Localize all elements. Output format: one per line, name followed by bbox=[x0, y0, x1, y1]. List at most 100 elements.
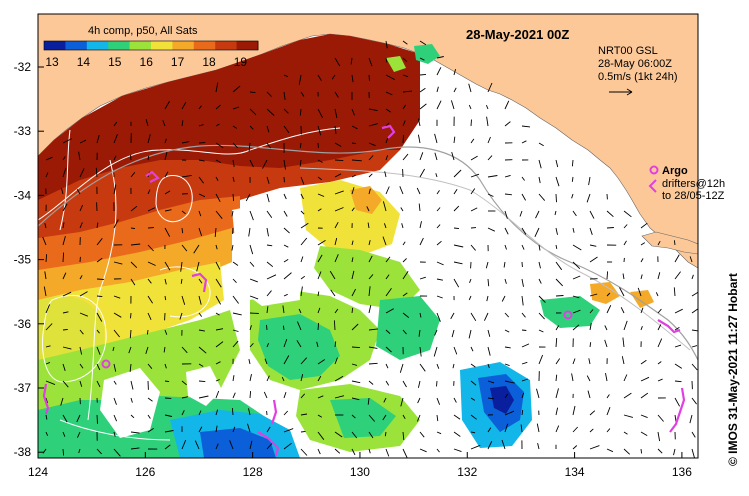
current-arrow bbox=[299, 159, 302, 167]
current-arrow bbox=[588, 176, 591, 186]
current-arrow bbox=[214, 227, 217, 237]
current-arrow bbox=[521, 278, 524, 287]
current-arrow bbox=[487, 329, 491, 337]
current-arrow bbox=[504, 410, 515, 416]
current-arrow bbox=[283, 210, 288, 217]
current-arrow bbox=[435, 173, 438, 178]
current-arrow bbox=[351, 431, 358, 439]
current-arrow bbox=[334, 341, 337, 348]
model-time: 28-May 06:00Z bbox=[598, 58, 672, 70]
current-arrow bbox=[334, 254, 339, 263]
current-arrow bbox=[368, 188, 371, 195]
current-arrow bbox=[572, 244, 582, 251]
current-arrow bbox=[162, 120, 166, 127]
current-arrow bbox=[368, 240, 371, 246]
current-arrow bbox=[180, 261, 183, 272]
x-tick-label: 130 bbox=[350, 465, 370, 479]
current-arrow bbox=[78, 448, 81, 454]
colorbar-swatch bbox=[44, 41, 66, 50]
current-arrow bbox=[129, 329, 132, 339]
current-vectors bbox=[42, 40, 698, 458]
current-arrow bbox=[657, 361, 662, 365]
current-arrow bbox=[62, 167, 67, 178]
current-arrow bbox=[485, 105, 489, 110]
current-arrow bbox=[674, 308, 683, 314]
current-arrow bbox=[198, 227, 203, 236]
current-arrow bbox=[418, 203, 421, 212]
current-arrow bbox=[402, 329, 407, 335]
current-arrow bbox=[334, 173, 342, 178]
current-arrow bbox=[113, 363, 117, 372]
current-arrow bbox=[351, 108, 355, 116]
current-arrow bbox=[419, 312, 422, 318]
current-arrow bbox=[232, 278, 237, 284]
current-arrow bbox=[215, 409, 219, 416]
current-arrow bbox=[266, 227, 269, 237]
current-arrow bbox=[674, 380, 682, 383]
current-arrow bbox=[470, 244, 476, 251]
current-arrow bbox=[45, 361, 51, 365]
current-arrow bbox=[368, 448, 371, 454]
current-arrow bbox=[640, 359, 647, 365]
current-arrow bbox=[535, 210, 540, 219]
y-tick-label: -37 bbox=[14, 381, 32, 395]
current-arrow bbox=[399, 363, 404, 373]
current-arrow bbox=[623, 392, 632, 399]
current-arrow bbox=[674, 254, 680, 263]
current-arrow bbox=[657, 414, 664, 422]
current-arrow bbox=[96, 448, 102, 455]
current-arrow bbox=[215, 341, 224, 348]
x-tick-label: 132 bbox=[457, 465, 477, 479]
current-arrow bbox=[503, 261, 506, 268]
current-arrow bbox=[521, 329, 527, 331]
current-arrow bbox=[76, 414, 81, 423]
current-arrow bbox=[555, 295, 564, 297]
current-arrow bbox=[589, 322, 592, 331]
current-arrow bbox=[215, 159, 222, 163]
current-arrow bbox=[62, 252, 65, 263]
current-arrow bbox=[453, 136, 456, 144]
current-arrow bbox=[384, 431, 387, 437]
current-arrow bbox=[215, 312, 220, 316]
current-arrow bbox=[400, 207, 404, 212]
current-arrow bbox=[657, 431, 661, 442]
colorbar-swatch bbox=[129, 41, 152, 50]
current-arrow bbox=[521, 227, 527, 235]
current-arrow bbox=[417, 134, 421, 144]
current-arrow bbox=[130, 172, 136, 178]
current-arrow bbox=[215, 425, 218, 433]
current-arrow bbox=[555, 325, 560, 331]
current-arrow bbox=[521, 409, 524, 416]
current-arrow bbox=[350, 57, 353, 65]
current-arrow bbox=[179, 312, 183, 320]
current-arrow bbox=[96, 329, 100, 334]
current-arrow bbox=[691, 308, 698, 314]
current-arrow bbox=[419, 40, 427, 46]
current-arrow bbox=[215, 443, 219, 450]
current-arrow bbox=[45, 254, 48, 263]
current-arrow bbox=[215, 193, 221, 203]
current-arrow bbox=[248, 359, 251, 365]
current-arrow bbox=[572, 426, 579, 433]
current-arrow bbox=[521, 176, 525, 181]
current-arrow bbox=[504, 346, 511, 349]
current-arrow bbox=[198, 410, 202, 416]
current-arrow bbox=[436, 431, 442, 435]
colorbar-tick-label: 14 bbox=[77, 55, 91, 69]
current-arrow bbox=[604, 325, 608, 331]
current-arrow bbox=[300, 448, 308, 456]
current-arrow bbox=[504, 423, 509, 433]
current-arrow bbox=[402, 120, 406, 127]
current-arrow bbox=[334, 237, 338, 246]
current-arrow bbox=[249, 391, 252, 399]
current-arrow bbox=[453, 87, 457, 93]
current-arrow bbox=[416, 414, 421, 422]
sst-field bbox=[38, 34, 654, 458]
current-arrow bbox=[300, 430, 306, 433]
current-arrow bbox=[334, 207, 344, 212]
current-arrow bbox=[606, 292, 611, 297]
current-arrow bbox=[368, 142, 376, 147]
current-arrow bbox=[181, 295, 186, 305]
current-arrow bbox=[232, 176, 235, 182]
current-arrow bbox=[434, 329, 438, 336]
